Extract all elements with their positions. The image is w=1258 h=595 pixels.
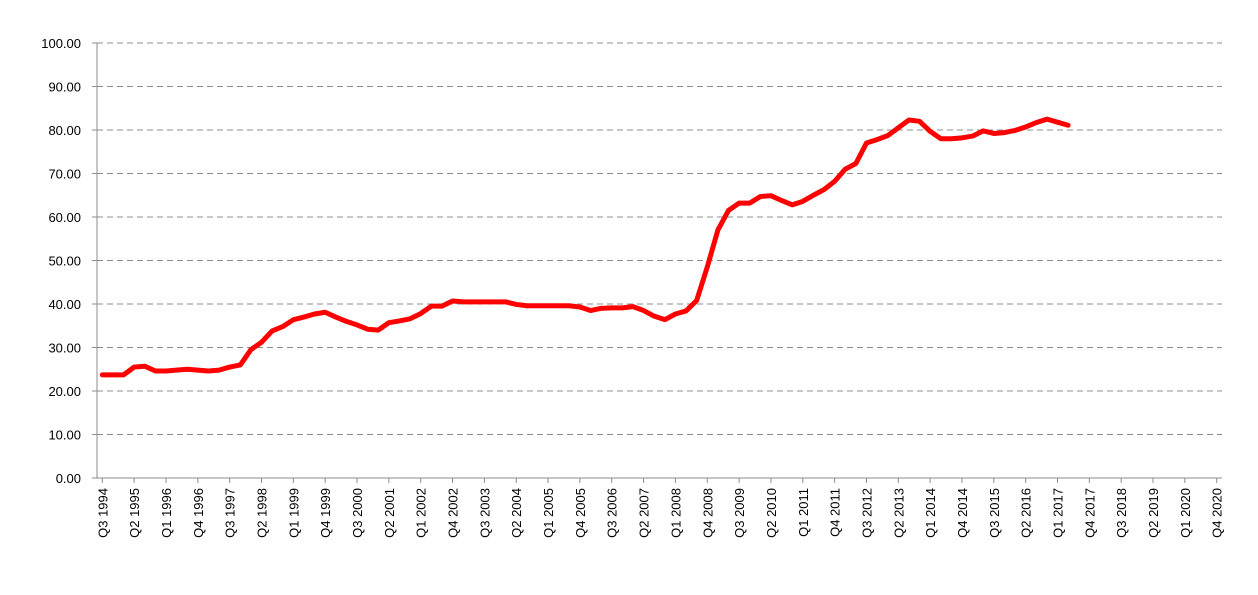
y-tick-label: 60.00 xyxy=(48,210,81,225)
y-tick-label: 50.00 xyxy=(48,254,81,269)
x-tick-label: Q3 1997 xyxy=(223,488,238,538)
x-tick-label: Q4 2020 xyxy=(1210,488,1225,538)
x-tick-label: Q1 2002 xyxy=(414,488,429,538)
y-tick-label: 90.00 xyxy=(48,80,81,95)
x-tick-label: Q3 2000 xyxy=(350,488,365,538)
x-tick-label: Q2 1998 xyxy=(255,488,270,538)
x-tick-label: Q1 1999 xyxy=(286,488,301,538)
x-tick-label: Q4 2014 xyxy=(955,488,970,538)
x-tick-label: Q1 2011 xyxy=(796,488,811,537)
x-tick-label: Q3 1994 xyxy=(95,488,110,538)
x-tick-label: Q2 2007 xyxy=(637,488,652,538)
x-tick-label: Q4 2005 xyxy=(573,488,588,538)
x-tick-label: Q4 1996 xyxy=(191,488,206,538)
data-line xyxy=(99,116,1071,378)
y-tick-label: 100.00 xyxy=(41,36,81,51)
x-tick-label: Q2 2010 xyxy=(764,488,779,538)
x-tick-label: Q4 2008 xyxy=(700,488,715,538)
x-tick-label: Q1 1996 xyxy=(159,488,174,538)
x-tick-label: Q1 2020 xyxy=(1178,488,1193,538)
x-tick-label: Q4 1999 xyxy=(318,488,333,538)
x-tick-label: Q2 1995 xyxy=(127,488,142,538)
x-tick-label: Q1 2008 xyxy=(668,488,683,538)
y-tick-label: 10.00 xyxy=(48,428,81,443)
x-tick-label: Q3 2015 xyxy=(987,488,1002,538)
x-tick-label: Q4 2002 xyxy=(446,488,461,538)
y-tick-label: 80.00 xyxy=(48,123,81,138)
x-tick-label: Q4 2011 xyxy=(828,488,843,537)
x-tick-label: Q3 2012 xyxy=(859,488,874,538)
y-tick-label: 40.00 xyxy=(48,297,81,312)
y-tick-label: 70.00 xyxy=(48,167,81,182)
x-tick-label: Q2 2016 xyxy=(1019,488,1034,538)
x-tick-label: Q3 2009 xyxy=(732,488,747,538)
x-tick-label: Q3 2006 xyxy=(605,488,620,538)
x-tick-label: Q2 2001 xyxy=(382,488,397,538)
y-tick-label: 0.00 xyxy=(56,471,81,486)
x-tick-label: Q2 2013 xyxy=(891,488,906,538)
x-tick-label: Q2 2004 xyxy=(509,488,524,538)
x-tick-label: Q1 2014 xyxy=(923,488,938,538)
x-tick-label: Q2 2019 xyxy=(1146,488,1161,538)
x-tick-label: Q4 2017 xyxy=(1082,488,1097,538)
y-tick-label: 30.00 xyxy=(48,341,81,356)
x-tick-label: Q1 2005 xyxy=(541,488,556,538)
x-tick-label: Q1 2017 xyxy=(1050,488,1065,538)
x-tick-label: Q3 2018 xyxy=(1114,488,1129,538)
y-tick-label: 20.00 xyxy=(48,384,81,399)
x-tick-label: Q3 2003 xyxy=(477,488,492,538)
